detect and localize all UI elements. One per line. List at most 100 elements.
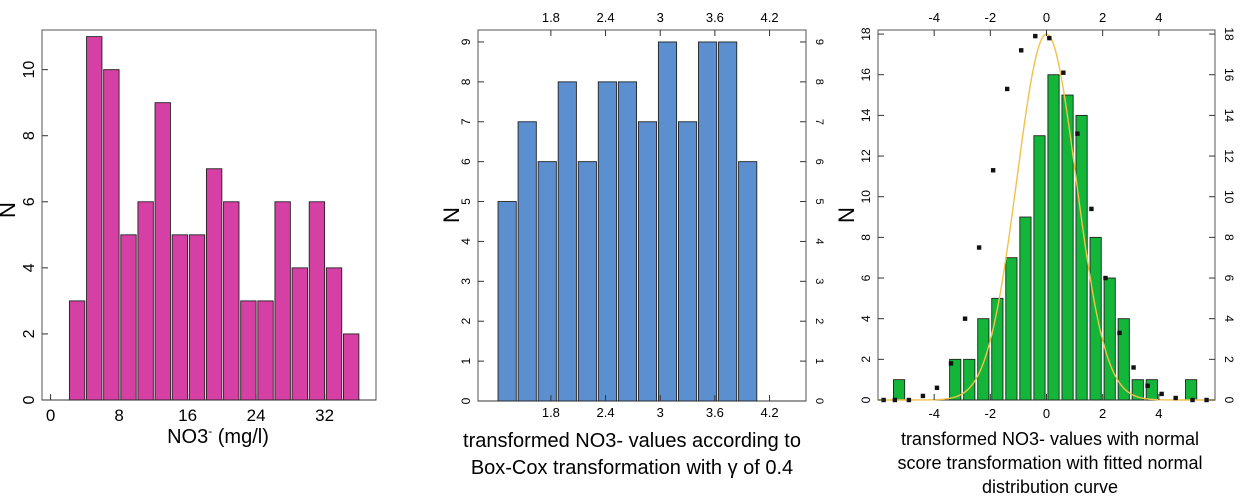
chart2-bar-6: [617, 81, 637, 402]
chart3-xtick-label-top-3: 2: [1099, 10, 1106, 25]
chart3-ytick-label-right-7: 14: [1222, 109, 1236, 123]
chart3-bar-14: [1131, 379, 1144, 401]
chart1-bar-0: [68, 300, 86, 401]
chart2-ytick-label-left-4: 4: [459, 238, 473, 245]
chart3-xtick-label-bottom-1: -2: [985, 406, 997, 421]
chart3-caption-line3: distribution curve: [982, 477, 1118, 497]
histogram-normal-score: 0 0 2 2 4 4 6 6 8 8 10 10 12 12 14 14 16 16 18 18 -4 -4 -2 -2 0…: [834, 10, 1236, 497]
chart3-marker-5: [948, 361, 954, 366]
chart1-bar-3: [120, 234, 137, 401]
chart1-bar-2: [103, 69, 120, 401]
chart2-ytick-label-left-7: 7: [459, 118, 473, 125]
chart2-ytick-label-right-6: 6: [813, 159, 825, 165]
chart3-bar-4: [991, 297, 1004, 401]
chart1-xtick-label-bottom-1: 8: [114, 406, 123, 425]
chart1-ytick-label-left-0: 0: [21, 395, 38, 404]
chart2-xtick-label-bottom-2: 3: [657, 405, 664, 420]
chart1-bar-12: [274, 201, 291, 401]
chart3-ytick-label-right-0: 0: [1222, 397, 1236, 404]
chart3-xtick-label-bottom-3: 2: [1099, 406, 1106, 421]
chart3-bar-10: [1075, 114, 1088, 401]
chart1-bar-8: [205, 168, 223, 401]
chart2-bar-5: [597, 81, 617, 402]
chart2-ytick-label-left-0: 0: [459, 397, 473, 404]
chart2-xtick-label-bottom-1: 2.4: [597, 405, 615, 420]
chart3-ytick-label-right-5: 10: [1222, 190, 1236, 204]
chart1-bar-7: [188, 234, 206, 401]
chart3-ytick-label-left-6: 12: [859, 149, 873, 163]
chart1-x-axis-label-unit: (mg/l): [212, 426, 269, 448]
chart2-ytick-label-right-9: 9: [813, 39, 825, 45]
chart1-x-axis-label-sup: -: [208, 424, 212, 438]
chart3-bar-3: [977, 318, 990, 401]
chart2-ytick-label-left-6: 6: [459, 158, 473, 165]
chart3-xtick-label-bottom-2: 0: [1043, 406, 1050, 421]
chart3-marker-19: [1145, 383, 1150, 388]
chart3-xtick-label-bottom-4: 4: [1155, 406, 1162, 421]
chart2-ytick-label-right-5: 5: [813, 198, 825, 204]
chart3-ytick-label-left-7: 14: [859, 108, 873, 122]
chart3-marker-18: [1131, 365, 1136, 370]
chart3-bar-5: [1005, 257, 1018, 401]
chart2-bar-3: [557, 81, 577, 402]
chart3-bar-6: [1019, 216, 1032, 401]
chart1-bar-1: [86, 36, 103, 401]
chart3-bar-13: [1117, 318, 1130, 401]
chart3-bar-9: [1061, 94, 1074, 401]
chart3-marker-22: [1190, 397, 1195, 403]
chart2-xtick-label-top-2: 3: [657, 10, 664, 25]
chart3-ytick-label-left-4: 8: [859, 234, 873, 241]
chart1-bar-13: [291, 267, 308, 401]
chart1-bar-11: [257, 300, 274, 401]
chart2-bar-8: [657, 41, 678, 402]
chart2-caption-line2: Box-Cox transformation with γ of 0.4: [471, 457, 793, 479]
chart3-marker-12: [1047, 35, 1052, 41]
chart2-bar-2: [537, 161, 557, 402]
chart3-bar-2: [963, 358, 976, 401]
chart1-bar-16: [343, 333, 360, 401]
chart1-y-axis-label: N: [0, 202, 20, 218]
chart3-xtick-label-bottom-0: -4: [928, 406, 940, 421]
chart1-ytick-label-left-2: 4: [21, 263, 38, 272]
chart3-ytick-label-left-9: 18: [859, 27, 873, 41]
chart3-marker-13: [1061, 70, 1066, 75]
chart3-bar-1: [949, 358, 962, 401]
chart2-ytick-label-left-3: 3: [459, 278, 473, 285]
chart3-bar-0: [892, 379, 906, 401]
chart3-marker-1: [892, 397, 898, 403]
chart2-bar-1: [517, 121, 537, 402]
chart1-bar-6: [171, 234, 189, 401]
chart3-marker-15: [1089, 206, 1094, 212]
chart3-bar-12: [1103, 277, 1116, 401]
chart2-ytick-label-right-1: 1: [813, 358, 825, 364]
chart1-xtick-label-bottom-4: 32: [315, 406, 334, 425]
chart3-ytick-label-right-8: 16: [1222, 68, 1236, 82]
chart2-bar-10: [698, 41, 718, 402]
chart1-bar-15: [325, 267, 343, 401]
chart1-bar-10: [240, 300, 257, 401]
chart3-marker-17: [1117, 330, 1122, 336]
chart2-xtick-label-bottom-0: 1.8: [542, 405, 560, 420]
chart2-bar-12: [738, 161, 758, 402]
chart2-y-axis-label: N: [439, 207, 464, 223]
chart3-marker-10: [1019, 48, 1024, 53]
chart3-xtick-label-top-2: 0: [1043, 10, 1050, 25]
chart1-xtick-label-bottom-0: 0: [46, 406, 55, 425]
chart3-marker-14: [1075, 131, 1080, 136]
chart1-xtick-label-bottom-3: 24: [247, 406, 266, 425]
chart3-ytick-label-left-8: 16: [859, 68, 873, 82]
chart2-ytick-label-left-2: 2: [459, 318, 473, 325]
chart3-xtick-label-top-4: 4: [1155, 10, 1162, 25]
chart3-ytick-label-left-1: 2: [859, 356, 873, 363]
chart1-ytick-label-left-4: 8: [21, 131, 38, 140]
chart2-ytick-label-right-0: 0: [813, 398, 825, 404]
chart2-caption-line1: transformed NO3- values according to: [463, 430, 801, 452]
chart1-x-axis-label-main: NO3: [167, 426, 208, 448]
chart3-bar-16: [1185, 379, 1198, 401]
chart2-xtick-label-bottom-3: 3.6: [706, 405, 724, 420]
chart1-ytick-label-left-5: 10: [21, 61, 38, 79]
chart2-bar-11: [718, 41, 738, 402]
chart3-ytick-label-right-9: 18: [1222, 27, 1236, 41]
chart2-ytick-label-right-3: 3: [813, 278, 825, 284]
